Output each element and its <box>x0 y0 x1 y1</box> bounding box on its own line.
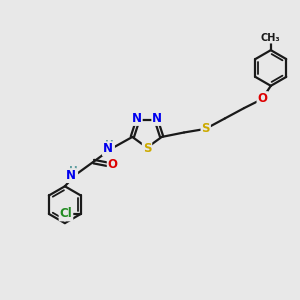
Text: O: O <box>257 92 268 105</box>
Text: N: N <box>152 112 162 125</box>
Text: O: O <box>108 158 118 171</box>
Text: N: N <box>66 169 76 182</box>
Text: S: S <box>143 142 151 155</box>
Text: S: S <box>202 122 210 135</box>
Text: H: H <box>68 167 77 176</box>
Text: H: H <box>105 140 114 150</box>
Text: CH₃: CH₃ <box>261 33 280 43</box>
Text: N: N <box>103 142 113 155</box>
Text: N: N <box>132 112 142 125</box>
Text: Cl: Cl <box>60 207 72 220</box>
